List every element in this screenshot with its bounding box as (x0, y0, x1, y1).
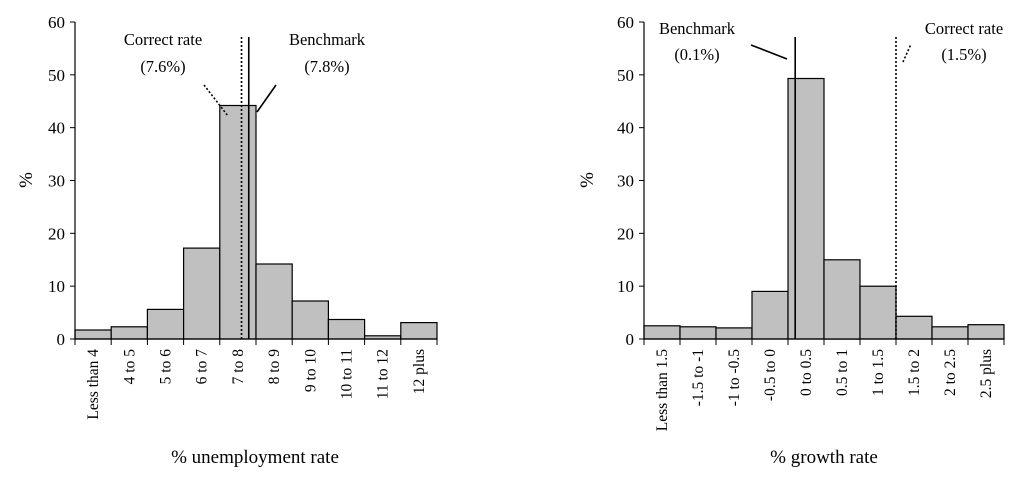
x-tick-label-7: 9 to 10 (302, 349, 319, 392)
y-tick-label-1: 0 (57, 330, 66, 349)
y-tick-label-1: 0 (626, 330, 635, 349)
x-tick-label-3: 5 to 6 (158, 349, 175, 385)
y-tick-label-3: 20 (48, 224, 65, 243)
x-tick-label-7: 1 to 1.5 (870, 349, 887, 396)
bar-1 (74, 329, 112, 340)
bar-6 (255, 263, 293, 340)
reference-value-1: (0.1%) (674, 45, 719, 64)
bar-8 (327, 318, 366, 340)
y-tick-label-4: 30 (48, 172, 65, 191)
y-tick-label-4: 30 (617, 172, 634, 191)
x-tick-label-1: Less than 4 (85, 349, 102, 420)
bar-6 (823, 259, 861, 340)
x-tick-label-8: 1.5 to 2 (906, 349, 923, 396)
x-tick-label-2: 4 to 5 (121, 349, 138, 385)
bar-5 (787, 77, 825, 340)
y-tick-label-7: 60 (48, 13, 65, 32)
reference-value-1: (7.6%) (140, 57, 185, 76)
reference-label-1: Correct rate (124, 30, 202, 49)
x-axis-label: % growth rate (770, 447, 878, 468)
chart-2: 0 10 20 30 40 50 60 Less than 1.5 -1.5 to -1 -1 t… (577, 13, 1005, 468)
x-tick-label-5: 0 to 0.5 (798, 349, 815, 396)
y-axis-label: % (16, 172, 37, 188)
y-tick-label-6: 50 (48, 66, 65, 85)
x-axis-label: % unemployment rate (171, 447, 339, 468)
x-tick-label-2: -1.5 to -1 (690, 349, 707, 406)
bar-5 (219, 104, 257, 340)
reference-leader-1 (203, 84, 229, 117)
y-axis-label: % (577, 172, 598, 188)
bar-7 (859, 285, 897, 340)
bar-3 (146, 308, 185, 340)
x-tick-label-9: 11 to 12 (375, 349, 392, 399)
bar-9 (931, 326, 969, 340)
x-tick-label-5: 7 to 8 (230, 349, 247, 385)
x-tick-label-6: 8 to 9 (266, 349, 283, 385)
y-tick-label-6: 50 (617, 66, 634, 85)
x-tick-label-9: 2 to 2.5 (942, 349, 959, 396)
x-tick-label-10: 12 plus (411, 349, 428, 394)
bar-10 (967, 324, 1005, 340)
bar-10 (400, 322, 438, 340)
bar-4 (183, 247, 221, 340)
x-tick-label-3: -1 to -0.5 (726, 349, 743, 407)
bar-2 (679, 326, 717, 340)
y-tick-label-2: 10 (617, 277, 634, 296)
x-tick-label-10: 2.5 plus (978, 349, 995, 398)
x-tick-label-6: 0.5 to 1 (834, 349, 851, 396)
x-tick-label-1: Less than 1.5 (654, 349, 671, 431)
reference-leader-1 (750, 44, 788, 60)
bar-7 (291, 300, 330, 340)
reference-value-2: (1.5%) (941, 45, 986, 64)
reference-leader-2 (902, 43, 912, 63)
y-tick-label-5: 40 (617, 119, 634, 138)
bar-1 (643, 325, 681, 340)
y-tick-label-3: 20 (617, 224, 634, 243)
x-tick-label-4: 6 to 7 (194, 349, 211, 385)
reference-value-2: (7.8%) (304, 57, 349, 76)
reference-label-2: Benchmark (289, 30, 366, 49)
y-tick-label-7: 60 (617, 13, 634, 32)
reference-label-1: Benchmark (659, 19, 736, 38)
bar-8 (895, 315, 933, 340)
y-tick-label-5: 40 (48, 119, 65, 138)
reference-label-2: Correct rate (925, 19, 1003, 38)
x-tick-label-8: 10 to 11 (339, 349, 356, 399)
bar-3 (715, 327, 753, 340)
bar-4 (751, 290, 789, 340)
x-tick-label-4: -0.5 to 0 (762, 349, 779, 401)
bar-2 (110, 326, 148, 340)
y-tick-label-2: 10 (48, 277, 65, 296)
chart-1: 0 10 20 30 40 50 60 Less than 4 4 to 5 5 to 6 6 to… (16, 13, 438, 468)
reference-leader-2 (256, 84, 277, 113)
